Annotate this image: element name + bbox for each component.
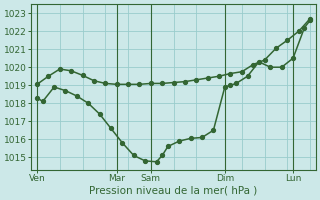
X-axis label: Pression niveau de la mer( hPa ): Pression niveau de la mer( hPa ) <box>90 186 258 196</box>
